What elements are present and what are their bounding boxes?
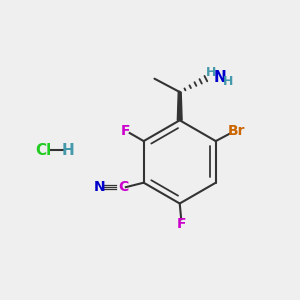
Text: F: F (121, 124, 130, 138)
Polygon shape (177, 92, 182, 120)
Text: F: F (176, 217, 186, 231)
Text: H: H (62, 142, 75, 158)
Text: H: H (206, 66, 216, 79)
Text: N: N (94, 180, 106, 194)
Text: H: H (223, 74, 233, 88)
Text: C: C (118, 180, 128, 194)
Text: Br: Br (228, 124, 245, 138)
Text: N: N (214, 70, 226, 85)
Text: Cl: Cl (35, 142, 51, 158)
